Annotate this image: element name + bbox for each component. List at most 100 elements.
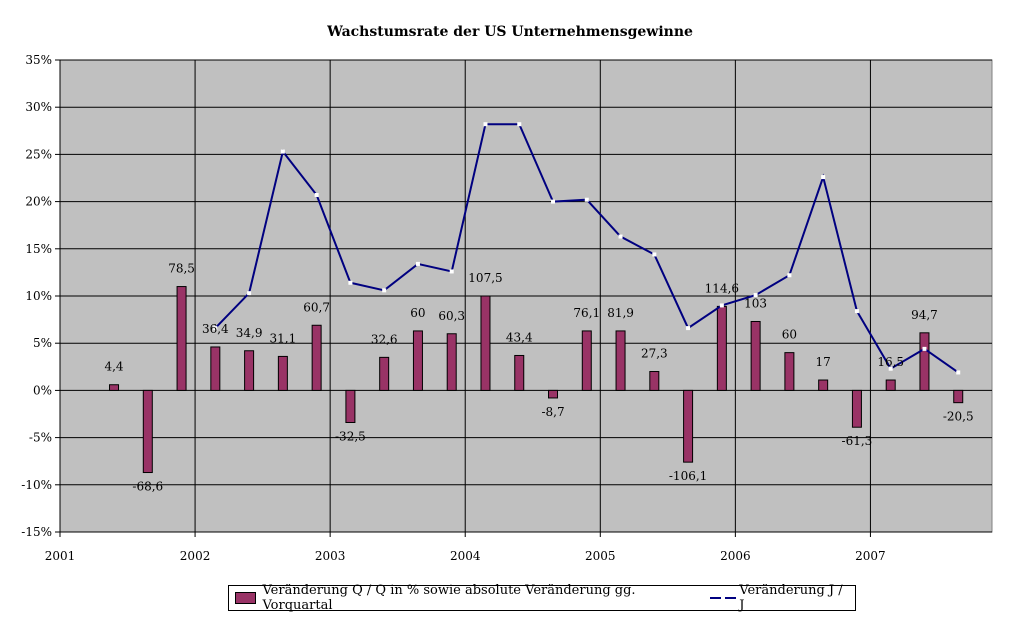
bar xyxy=(953,389,964,404)
bar-data-label: -106,1 xyxy=(669,469,707,483)
yoy-point xyxy=(382,288,387,293)
yoy-point xyxy=(753,293,758,298)
yoy-point xyxy=(415,261,420,266)
bar-data-label: 16,5 xyxy=(877,355,904,369)
chart-plot: 4,4 -68,6 78,5 36,4 34,9 31,1 60,7 -32,5 32,6 60 6… xyxy=(21,53,993,563)
bar-data-label: 78,5 xyxy=(168,262,195,276)
bar-data-label: 36,4 xyxy=(202,322,229,336)
x-tick-label: 2003 xyxy=(315,549,346,563)
yoy-point xyxy=(551,199,556,204)
legend-label-line: Veränderung J / J xyxy=(739,583,843,613)
x-tick-label: 2004 xyxy=(450,549,481,563)
bar xyxy=(244,350,255,391)
yoy-point xyxy=(348,280,353,285)
y-tick-label: -15% xyxy=(21,525,52,539)
x-tick-label: 2007 xyxy=(855,549,886,563)
bar xyxy=(750,320,761,391)
bar-data-label: 60,3 xyxy=(438,309,465,323)
yoy-point xyxy=(314,192,319,197)
bar-data-label: 76,1 xyxy=(573,306,600,320)
x-tick-label: 2006 xyxy=(720,549,751,563)
legend-item-bars: Veränderung Q / Q in % sowie absolute Ve… xyxy=(235,583,698,613)
bar xyxy=(345,389,356,423)
y-tick-label: 25% xyxy=(25,147,52,161)
y-tick-label: 35% xyxy=(25,53,52,67)
bar xyxy=(615,330,626,391)
yoy-point xyxy=(854,309,859,314)
y-tick-label: 20% xyxy=(25,195,52,209)
bar-data-label: 94,7 xyxy=(911,308,938,322)
bar xyxy=(379,356,390,391)
bar xyxy=(311,324,322,391)
bar-data-label: 107,5 xyxy=(468,271,502,285)
bar xyxy=(446,333,457,391)
bar xyxy=(818,379,829,391)
bar-data-label: 32,6 xyxy=(371,332,398,346)
bar-data-label: 34,9 xyxy=(236,326,263,340)
yoy-point xyxy=(652,252,657,257)
bar-data-label: 27,3 xyxy=(641,347,668,361)
yoy-point xyxy=(922,346,927,351)
yoy-point xyxy=(618,234,623,239)
bar xyxy=(851,389,862,428)
bar xyxy=(109,384,120,391)
bar xyxy=(919,332,930,391)
yoy-point xyxy=(280,149,285,154)
yoy-point xyxy=(517,122,522,127)
legend-bar-swatch xyxy=(235,592,257,604)
bar xyxy=(142,389,153,474)
bar xyxy=(480,295,491,391)
y-tick-label: 10% xyxy=(25,289,52,303)
bar xyxy=(176,286,187,391)
bar-data-label: 43,4 xyxy=(506,330,533,344)
x-tick-label: 2001 xyxy=(45,549,76,563)
bar-data-label: 103 xyxy=(744,296,767,310)
y-tick-label: -5% xyxy=(29,431,52,445)
yoy-point xyxy=(686,326,691,331)
legend-item-line: Veränderung J / J xyxy=(709,583,849,613)
yoy-point xyxy=(483,122,488,127)
bar xyxy=(277,355,288,391)
bar-data-label: 4,4 xyxy=(104,360,123,374)
yoy-point xyxy=(247,291,252,296)
bar-data-label: 60,7 xyxy=(303,300,330,314)
bar xyxy=(716,305,727,391)
bar-data-label: 60 xyxy=(782,328,797,342)
bar-data-label: 31,1 xyxy=(270,331,297,345)
bar-data-label: -20,5 xyxy=(943,410,974,424)
bar xyxy=(683,389,694,463)
bar-data-label: -68,6 xyxy=(132,480,163,494)
y-tick-label: 0% xyxy=(33,383,52,397)
bar-data-label: 60 xyxy=(410,306,425,320)
legend-label-bars: Veränderung Q / Q in % sowie absolute Ve… xyxy=(262,583,636,613)
bar-data-label: 114,6 xyxy=(705,281,739,295)
yoy-point xyxy=(719,303,724,308)
bar xyxy=(649,371,660,391)
yoy-point xyxy=(213,326,218,331)
bar-data-label: -32,5 xyxy=(335,429,366,443)
x-tick-label: 2002 xyxy=(180,549,211,563)
bar-data-label: 81,9 xyxy=(607,306,634,320)
bar xyxy=(548,389,559,399)
yoy-point xyxy=(821,175,826,180)
bar xyxy=(514,354,525,391)
bar xyxy=(210,346,221,391)
legend-line-swatch xyxy=(709,592,736,604)
y-tick-label: -10% xyxy=(21,478,52,492)
bar-data-label: -61,3 xyxy=(842,434,873,448)
bar xyxy=(885,379,896,391)
x-tick-label: 2005 xyxy=(585,549,616,563)
bar xyxy=(412,330,423,391)
yoy-point xyxy=(584,197,589,202)
chart-legend: Veränderung Q / Q in % sowie absolute Ve… xyxy=(228,583,856,613)
yoy-point xyxy=(888,366,893,371)
yoy-point xyxy=(449,269,454,274)
y-tick-label: 30% xyxy=(25,100,52,114)
yoy-point xyxy=(956,370,961,375)
bar-data-label: 17 xyxy=(816,355,831,369)
y-tick-label: 15% xyxy=(25,242,52,256)
yoy-point xyxy=(787,273,792,278)
bar xyxy=(581,330,592,391)
chart-title: Wachstumsrate der US Unternehmensgewinne xyxy=(327,24,693,40)
bar-data-label: -8,7 xyxy=(541,405,564,419)
